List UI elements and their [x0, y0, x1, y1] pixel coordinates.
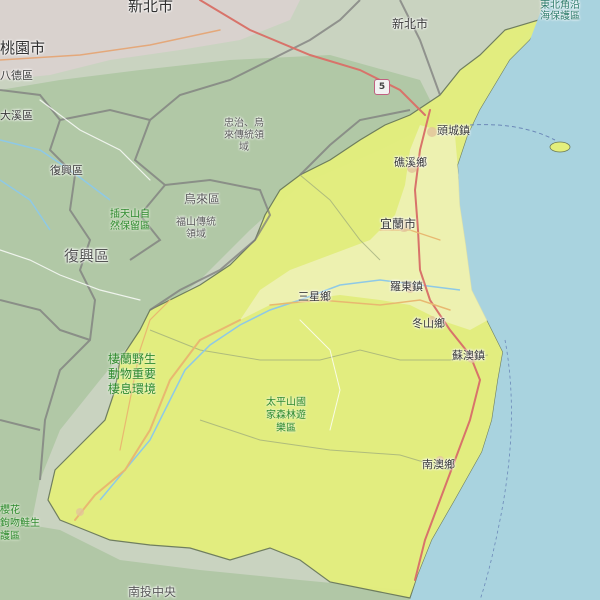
label-luodong: 羅東鎮	[390, 280, 423, 293]
label-sanxing: 三星鄉	[298, 290, 331, 303]
label-taipingshan: 太平山國 家森林遊 樂區	[266, 397, 306, 434]
label-wulai-heritage: 忠治、烏 來傳統領 域	[224, 118, 264, 153]
island-guishan-icon	[549, 141, 571, 153]
label-dongshan: 冬山鄉	[412, 317, 445, 330]
label-lala-mountain: 插天山自 然保留區	[110, 209, 150, 232]
label-lower-left: 櫻花 鉤吻鮭生 護區	[0, 505, 40, 542]
urban-area	[0, 0, 300, 80]
coast-dash	[479, 339, 512, 600]
label-bottom: 南投中央	[128, 585, 177, 599]
label-fuxing-big: 復興區	[64, 247, 110, 265]
label-xinbei-top: 新北市	[128, 0, 174, 15]
label-toucheng: 頭城鎮	[437, 124, 470, 137]
label-wildlife: 棲蘭野生 動物重要 棲息環境	[108, 352, 157, 396]
label-nanao: 南澳鄉	[422, 458, 455, 471]
ferry-route	[469, 124, 556, 141]
roads	[0, 0, 482, 581]
lanyang-plain	[240, 125, 488, 330]
label-wulai: 烏來區	[184, 192, 221, 206]
district-borders	[149, 174, 489, 471]
urban-spots	[76, 127, 477, 516]
rivers	[0, 139, 461, 501]
label-fuxing-small: 復興區	[50, 164, 83, 177]
label-bade: 八德區	[0, 69, 33, 82]
label-fushan-heritage: 福山傳統 領域	[176, 217, 216, 240]
label-ne-cape: 東北角沿 海保護區	[540, 0, 580, 22]
label-suao: 蘇澳鎮	[452, 349, 485, 362]
forest-area	[0, 55, 440, 540]
label-taoyuan: 桃園市	[0, 39, 46, 57]
label-yilan: 宜蘭市	[380, 217, 417, 231]
label-jiaoxi: 礁溪鄉	[394, 156, 427, 169]
admin-boundaries	[0, 0, 441, 481]
forest-area-lower	[0, 520, 410, 600]
label-xinbei-east: 新北市	[392, 17, 429, 31]
label-daxi: 大溪區	[0, 109, 33, 122]
highway-shield-icon: 5	[374, 79, 390, 95]
